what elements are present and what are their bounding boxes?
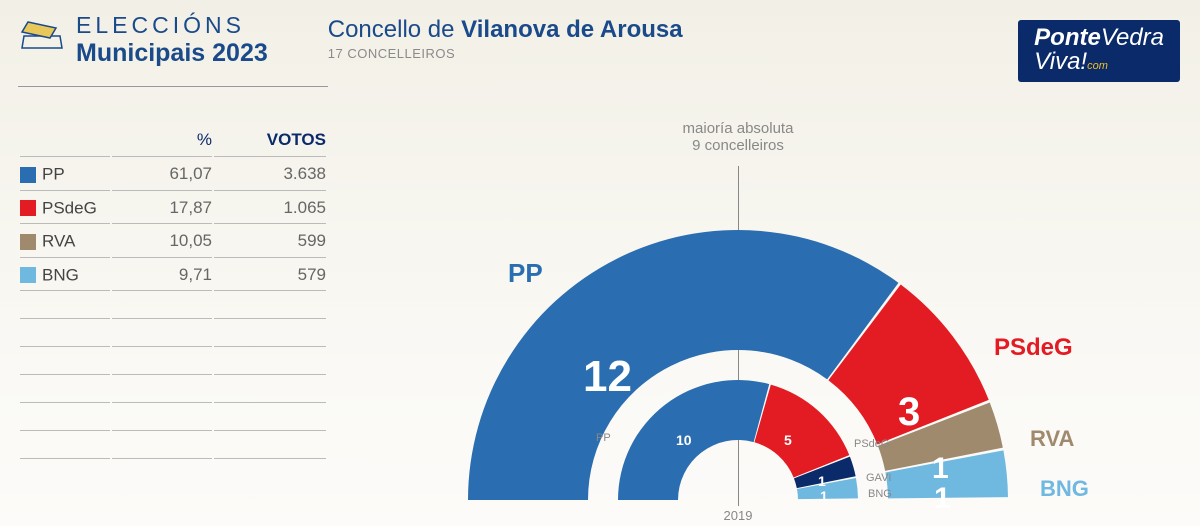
table-row-empty — [20, 433, 326, 459]
table-row: RVA 10,05599 — [20, 226, 326, 258]
arc-party-label: RVA — [1030, 426, 1074, 452]
party-color-box — [20, 200, 36, 216]
header-divider — [18, 86, 328, 87]
inner-party-label: PP — [596, 432, 611, 444]
party-name: BNG — [42, 265, 79, 284]
table-row: BNG 9,71579 — [20, 260, 326, 292]
party-votes: 3.638 — [214, 159, 326, 191]
hemicycle-chart: maioría absoluta 9 concelleiros 2019 PP1… — [420, 120, 1180, 520]
party-pct: 61,07 — [112, 159, 212, 191]
inner-seat-number: 5 — [784, 432, 792, 448]
elections-title-bottom: Municipais 2023 — [76, 39, 268, 68]
inner-seat-number: 1 — [820, 488, 828, 504]
party-name: PSdeG — [42, 198, 97, 217]
party-pct: 10,05 — [112, 226, 212, 258]
arc-seat-number: 12 — [583, 352, 632, 402]
ballot-icon — [18, 18, 66, 54]
arc-party-label: PP — [508, 258, 543, 289]
table-row-empty — [20, 405, 326, 431]
arc-slice — [618, 380, 769, 500]
inner-party-label: PSdeG — [854, 438, 889, 450]
hemicycle-svg — [420, 120, 1180, 520]
party-pct: 17,87 — [112, 193, 212, 225]
inner-seat-number: 10 — [676, 432, 692, 448]
elections-logo: ELECCIÓNS Municipais 2023 — [18, 12, 268, 68]
concello-prefix: Concello de — [328, 16, 461, 43]
table-row-empty — [20, 321, 326, 347]
table-row-empty — [20, 349, 326, 375]
arc-seat-number: 1 — [932, 452, 949, 486]
year-label: 2019 — [724, 508, 753, 523]
inner-party-label: BNG — [868, 488, 892, 500]
party-votes: 599 — [214, 226, 326, 258]
table-row: PP 61,073.638 — [20, 159, 326, 191]
header: ELECCIÓNS Municipais 2023 Concello de Vi… — [0, 0, 1200, 90]
arc-party-label: BNG — [1040, 476, 1089, 502]
table-row: PSdeG 17,871.065 — [20, 193, 326, 225]
elections-title-top: ELECCIÓNS — [76, 12, 268, 39]
party-color-box — [20, 167, 36, 183]
party-color-box — [20, 234, 36, 250]
table-row-empty — [20, 293, 326, 319]
inner-seat-number: 1 — [818, 473, 826, 489]
concello-title: Concello de Vilanova de Arousa 17 CONCEL… — [328, 16, 683, 61]
party-pct: 9,71 — [112, 260, 212, 292]
inner-party-label: GAVI — [866, 472, 891, 484]
party-name: PP — [42, 165, 65, 184]
pontevedra-logo: PonteVedra Viva!com — [1018, 20, 1180, 82]
concello-name: Vilanova de Arousa — [461, 16, 682, 43]
results-table: % VOTOS PP 61,073.638 PSdeG 17,871.065 RVA 10… — [18, 128, 328, 461]
arc-party-label: PSdeG — [994, 334, 1073, 362]
arc-seat-number: 1 — [934, 482, 951, 516]
table-row-empty — [20, 377, 326, 403]
party-color-box — [20, 267, 36, 283]
concelleiros-count: 17 CONCELLEIROS — [328, 46, 683, 61]
party-votes: 579 — [214, 260, 326, 292]
col-votes: VOTOS — [214, 130, 326, 157]
party-votes: 1.065 — [214, 193, 326, 225]
party-name: RVA — [42, 232, 75, 251]
col-pct: % — [112, 130, 212, 157]
arc-seat-number: 3 — [898, 390, 920, 435]
